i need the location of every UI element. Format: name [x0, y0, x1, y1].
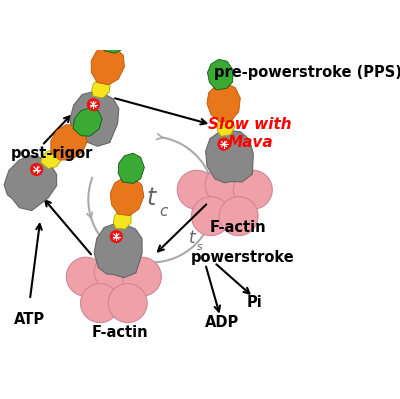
Polygon shape — [91, 47, 124, 85]
Circle shape — [218, 138, 231, 151]
Text: Slow with
Mava: Slow with Mava — [208, 117, 292, 150]
Polygon shape — [51, 124, 87, 160]
Text: F-actin: F-actin — [210, 221, 266, 235]
Polygon shape — [208, 59, 233, 90]
Polygon shape — [110, 178, 144, 215]
Polygon shape — [4, 155, 56, 211]
Text: t: t — [188, 229, 195, 247]
Circle shape — [30, 163, 43, 176]
Circle shape — [177, 170, 216, 209]
Circle shape — [94, 252, 133, 291]
Circle shape — [233, 170, 272, 209]
Text: post-rigor: post-rigor — [10, 146, 93, 160]
Circle shape — [205, 165, 244, 204]
Text: c: c — [159, 204, 168, 219]
Polygon shape — [94, 224, 142, 278]
Text: t: t — [147, 186, 156, 210]
Text: F-actin: F-actin — [92, 326, 148, 340]
Circle shape — [110, 230, 123, 243]
Circle shape — [219, 197, 258, 236]
Circle shape — [108, 284, 147, 322]
Text: ATP: ATP — [14, 312, 46, 327]
Polygon shape — [92, 79, 110, 98]
Polygon shape — [101, 23, 127, 53]
Polygon shape — [207, 83, 240, 122]
Polygon shape — [206, 130, 253, 183]
Polygon shape — [70, 92, 119, 146]
Circle shape — [87, 98, 100, 111]
Circle shape — [66, 257, 105, 296]
Polygon shape — [217, 116, 235, 136]
Polygon shape — [113, 210, 131, 229]
Polygon shape — [118, 153, 144, 184]
Text: ADP: ADP — [205, 315, 239, 330]
Circle shape — [192, 197, 230, 236]
Polygon shape — [41, 150, 61, 168]
Text: pre-powerstroke (PPS): pre-powerstroke (PPS) — [214, 65, 400, 79]
Circle shape — [122, 257, 161, 296]
Circle shape — [80, 284, 120, 322]
Polygon shape — [73, 108, 102, 136]
Text: s: s — [197, 243, 203, 253]
Text: powerstroke: powerstroke — [190, 251, 294, 265]
Text: Pi: Pi — [247, 295, 263, 310]
